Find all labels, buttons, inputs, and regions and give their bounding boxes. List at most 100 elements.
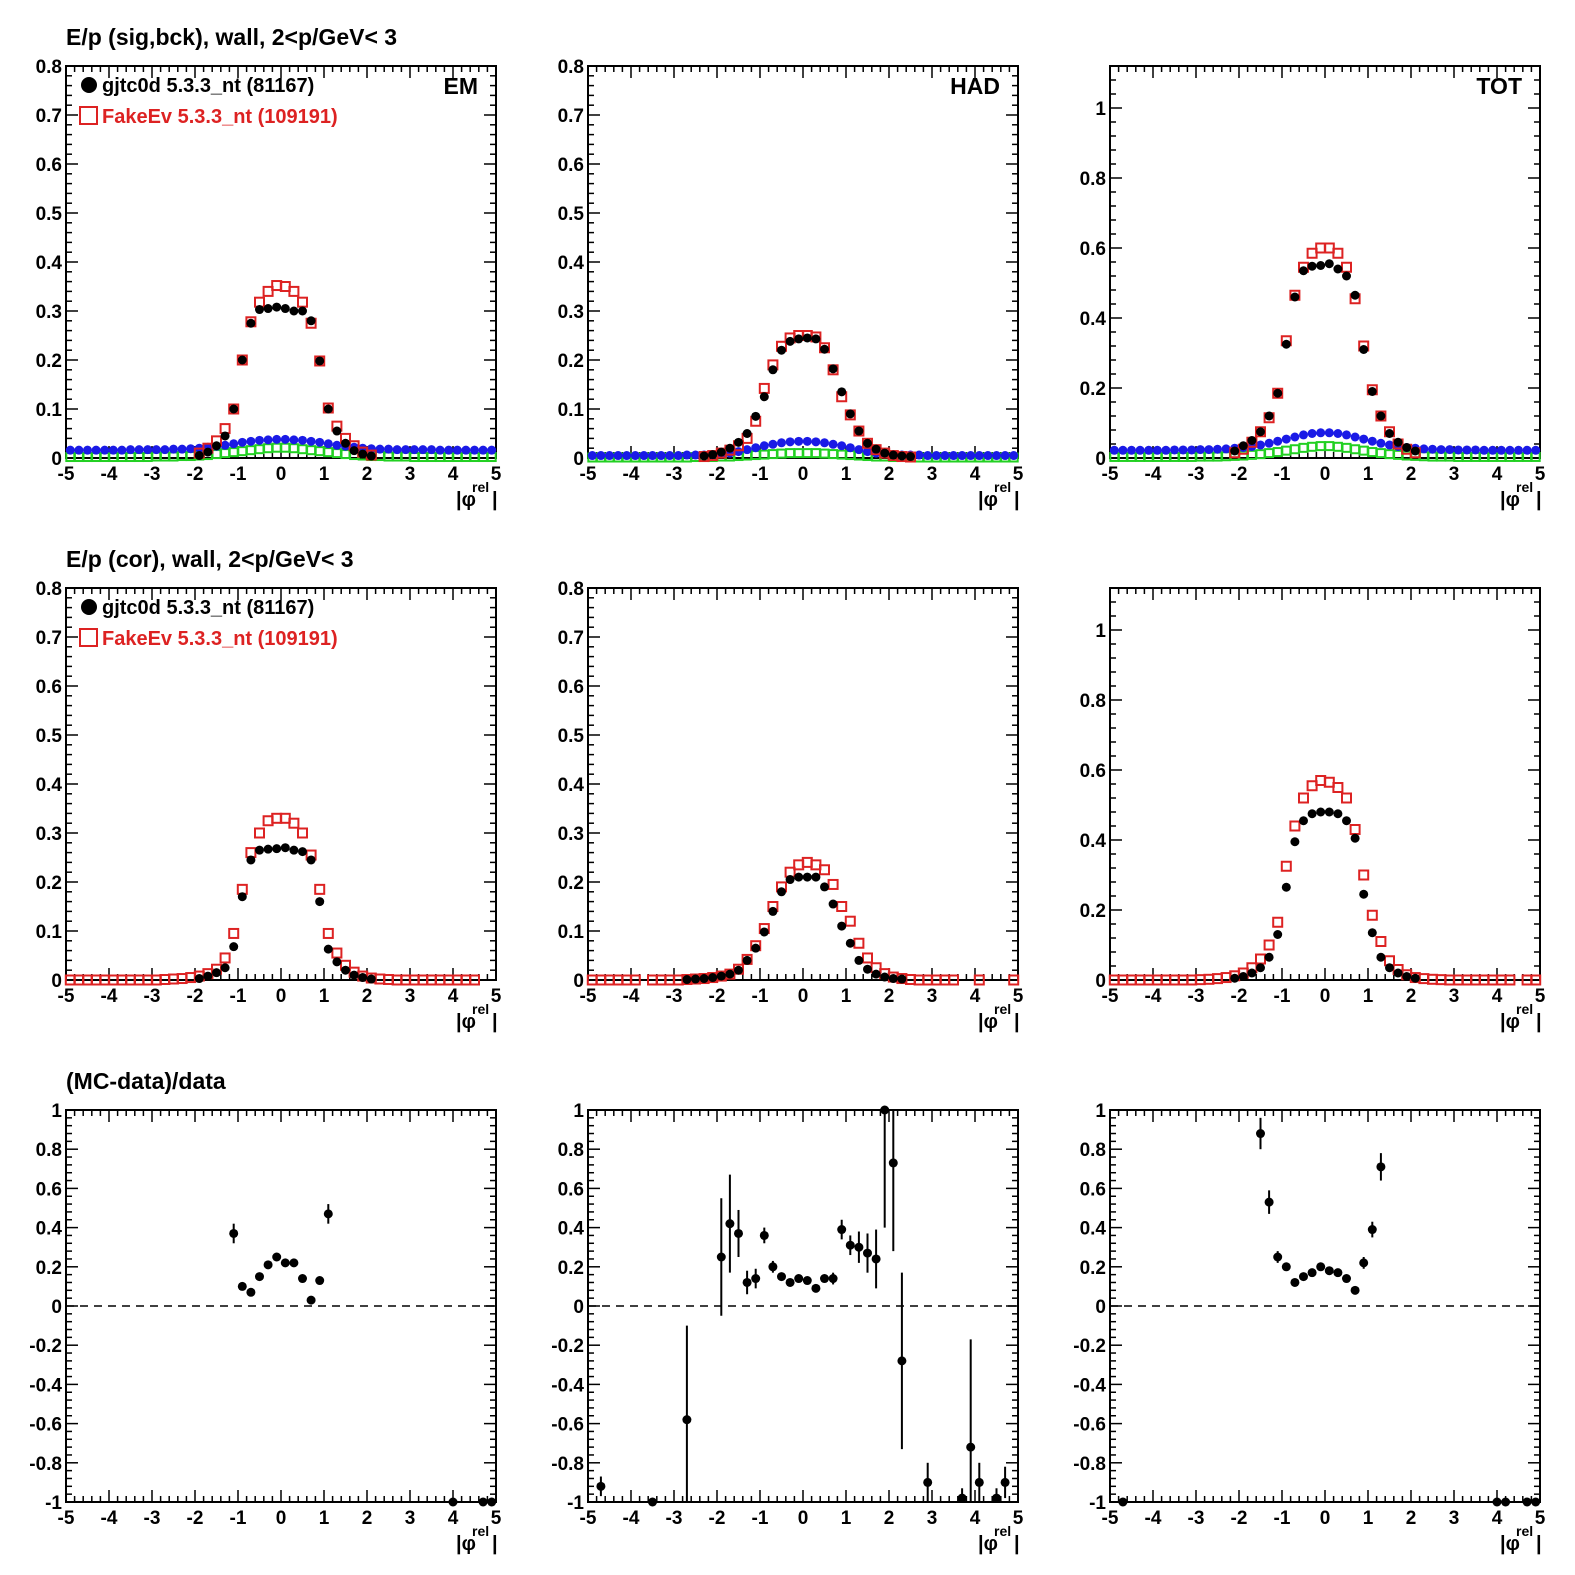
sig-point [288, 443, 299, 454]
x-tick-label: 3 [927, 464, 938, 485]
mc-point [322, 927, 334, 939]
x-axis-label: |φ [1500, 489, 1520, 511]
ratio-point [1299, 1272, 1308, 1282]
data-point [1281, 882, 1291, 892]
y-tick-label: 0.6 [558, 1179, 584, 1200]
data-point [263, 304, 273, 314]
bck-point [470, 445, 479, 455]
sig-point [211, 449, 222, 460]
x-tick-label: 5 [1013, 464, 1024, 485]
data-point [1385, 429, 1394, 438]
bck-point [246, 436, 256, 446]
bck-point [289, 435, 299, 445]
bck-point [1161, 445, 1171, 455]
data-point [298, 847, 307, 857]
sig-point [1281, 445, 1292, 456]
bck-point [923, 451, 933, 461]
sig-point [271, 442, 282, 453]
sig-point [819, 448, 830, 459]
panel-0-0: -5 -4 -3 -2 -1 0 1 2 3 4 5 0 0.1 0.2 0.3 0.4 0.5 0.6 0.7 0.… [36, 57, 502, 511]
x-axis-label: |φ [456, 489, 476, 511]
sig-point [1418, 451, 1429, 462]
bck-point [863, 447, 872, 457]
data-point [1316, 807, 1326, 817]
x-tick-label: 4 [970, 986, 981, 1007]
ratio-point [1376, 1162, 1386, 1172]
x-tick-label: -4 [101, 1508, 118, 1529]
bck-point [794, 436, 804, 446]
bck-point [1273, 436, 1283, 446]
x-tick-label: 4 [448, 986, 459, 1007]
y-tick-label: -0.2 [551, 1336, 584, 1357]
y-tick-label: 0 [573, 449, 584, 470]
data-point [1367, 928, 1377, 938]
bck-point [1187, 445, 1197, 455]
x-tick-label: 5 [1535, 986, 1546, 1007]
x-tick-label: -5 [580, 464, 597, 485]
data-point [323, 404, 333, 414]
x-tick-label: -3 [666, 986, 683, 1007]
x-tick-label: 5 [491, 464, 502, 485]
sig-point [1264, 448, 1275, 459]
data-point [229, 404, 239, 414]
ratio-point [237, 1281, 247, 1291]
x-tick-label: -2 [709, 1508, 726, 1529]
mc-point [262, 285, 274, 297]
sig-point [1298, 442, 1309, 453]
sig-point [314, 446, 325, 457]
row-title-sig-bck: E/p (sig,bck), wall, 2<p/GeV< 3 [66, 24, 397, 50]
ratio-point [263, 1260, 273, 1270]
y-tick-label: 0.6 [1080, 239, 1106, 260]
data-point [1247, 968, 1257, 978]
x-axis-label-sup: rel [994, 479, 1011, 495]
x-tick-label: -4 [101, 464, 118, 485]
y-tick-label: 0 [573, 1297, 584, 1318]
x-tick-label: -4 [1145, 1508, 1162, 1529]
panels: -5 -4 -3 -2 -1 0 1 2 3 4 5 0 0.1 0.2 0.3 0.4 0.5 0.6 0.7 0.… [29, 57, 1545, 1555]
x-axis-label-sup: rel [994, 1523, 1011, 1539]
ratio-point [828, 1274, 838, 1284]
data-point [811, 872, 821, 882]
x-axis-label-sup: rel [472, 1523, 489, 1539]
ratio-point [229, 1228, 239, 1238]
bck-point [957, 451, 967, 461]
data-point [725, 443, 735, 453]
bck-point [1471, 445, 1480, 455]
mc-point [827, 878, 839, 890]
bck-point [1428, 444, 1437, 454]
data-point [1238, 441, 1248, 451]
sig-point [254, 444, 265, 455]
bck-point [1000, 451, 1010, 461]
data-point [1402, 443, 1412, 452]
x-tick-label: -5 [58, 986, 75, 1007]
y-tick-label: 0.2 [558, 873, 584, 894]
x-axis-label-end: | [492, 1011, 498, 1033]
data-point [341, 438, 350, 448]
data-point [837, 387, 847, 397]
y-tick-label: 0.5 [558, 204, 585, 225]
y-tick-label: -1 [567, 1493, 584, 1514]
y-tick-label: 0.1 [558, 400, 585, 421]
data-point [863, 964, 872, 974]
data-point [298, 306, 307, 316]
y-tick-label: -0.8 [1073, 1454, 1106, 1475]
x-tick-label: -5 [580, 986, 597, 1007]
data-point [768, 906, 778, 916]
y-tick-label: 0.1 [558, 922, 585, 943]
data-point [742, 955, 752, 965]
x-tick-label: 2 [362, 464, 373, 485]
data-point [1230, 446, 1240, 456]
data-point [828, 364, 838, 374]
data-point [1307, 809, 1317, 819]
data-point [871, 444, 881, 454]
x-tick-label: -1 [230, 464, 247, 485]
ratio-point [888, 1158, 898, 1168]
ratio-point [306, 1295, 316, 1305]
data-point [203, 971, 213, 981]
data-point [845, 938, 855, 948]
ratio-point [897, 1356, 907, 1366]
panel-2-1: -5 -4 -3 -2 -1 0 1 2 3 4 5 -1 -0.8 -0.6 -0.4 -0.2 0 0.2 0.… [551, 1101, 1023, 1555]
x-tick-label: 0 [1320, 464, 1331, 485]
bck-point [1479, 445, 1489, 455]
sig-point [383, 451, 394, 462]
